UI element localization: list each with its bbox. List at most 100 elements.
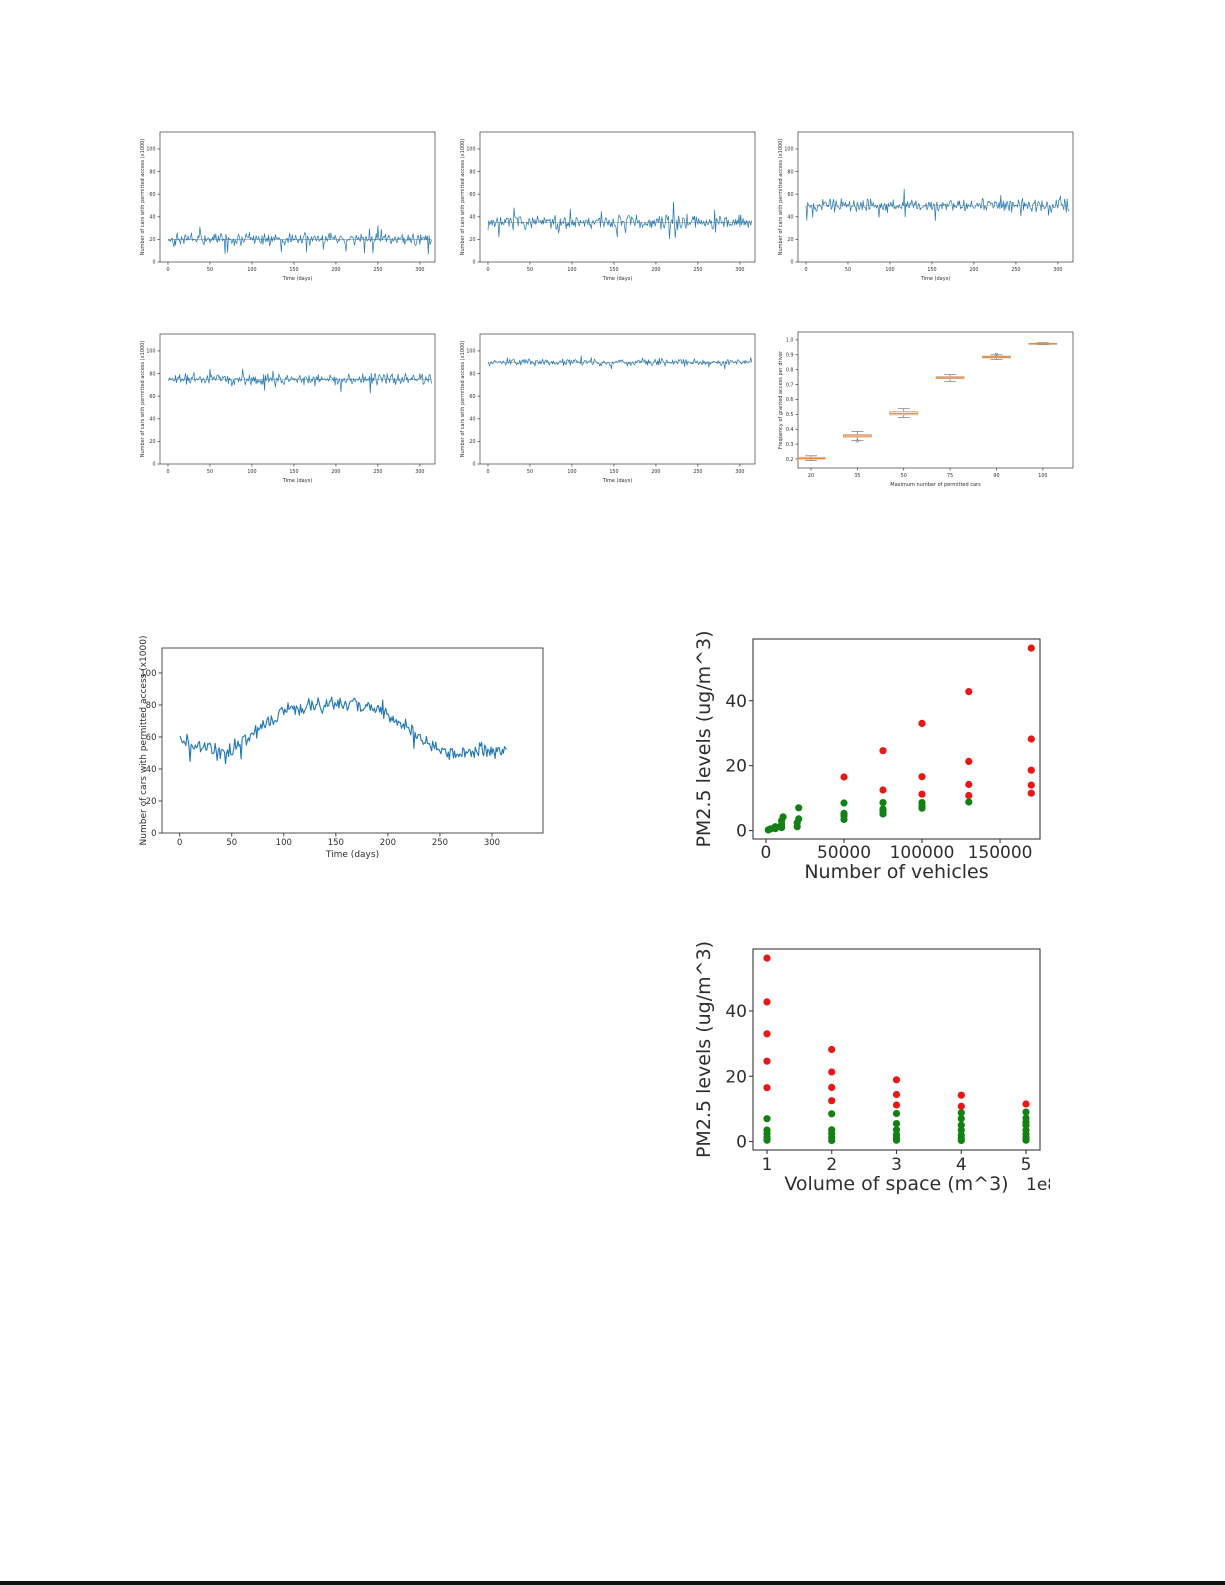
svg-text:50: 50: [226, 838, 237, 848]
svg-text:100: 100: [567, 267, 576, 273]
chart-permitted-access-mean-75k: 0 50 100 150 200 250 300 0 20 40 60 80 100 Time (days…: [136, 310, 446, 490]
svg-text:150000: 150000: [968, 843, 1033, 863]
svg-text:50: 50: [207, 267, 213, 273]
svg-text:Maximum number of permitted ca: Maximum number of permitted cars: [890, 482, 981, 488]
svg-text:200: 200: [651, 469, 660, 475]
svg-text:150: 150: [609, 267, 618, 273]
svg-text:60: 60: [787, 192, 793, 198]
svg-text:40: 40: [787, 215, 793, 221]
svg-text:75: 75: [947, 473, 953, 479]
svg-text:80: 80: [469, 169, 475, 175]
svg-text:0.7: 0.7: [786, 382, 794, 388]
svg-text:0: 0: [486, 469, 489, 475]
svg-text:250: 250: [373, 267, 382, 273]
svg-text:50: 50: [207, 469, 213, 475]
svg-text:300: 300: [735, 469, 744, 475]
svg-text:0: 0: [804, 267, 807, 273]
svg-text:1.0: 1.0: [786, 338, 794, 344]
svg-text:50: 50: [901, 473, 907, 479]
svg-text:150: 150: [328, 838, 344, 848]
chart-permitted-access-mean-90k: 0 50 100 150 200 250 300 0 20 40 60 80 100 Time (days…: [456, 310, 766, 490]
svg-text:3: 3: [891, 1155, 902, 1175]
svg-text:80: 80: [469, 371, 475, 377]
svg-text:20: 20: [146, 797, 157, 807]
svg-text:60: 60: [146, 733, 157, 743]
svg-text:0: 0: [736, 1133, 747, 1153]
svg-text:20: 20: [725, 757, 747, 777]
svg-text:60: 60: [149, 192, 155, 198]
svg-text:100: 100: [276, 838, 292, 848]
svg-text:40: 40: [725, 1002, 747, 1022]
svg-text:80: 80: [149, 371, 155, 377]
svg-text:20: 20: [725, 1067, 747, 1087]
svg-text:200: 200: [651, 267, 660, 273]
svg-text:0: 0: [151, 829, 156, 839]
svg-text:100: 100: [466, 349, 475, 355]
svg-text:100: 100: [567, 469, 576, 475]
svg-text:250: 250: [1011, 267, 1020, 273]
svg-text:40: 40: [725, 692, 747, 712]
svg-text:Number of vehicles: Number of vehicles: [804, 861, 988, 883]
svg-text:Volume of space (m^3): Volume of space (m^3): [784, 1173, 1008, 1195]
svg-text:100000: 100000: [890, 843, 955, 863]
svg-text:Number of cars with permitted: Number of cars with permitted access (x1…: [460, 341, 466, 458]
svg-text:60: 60: [149, 394, 155, 400]
svg-text:40: 40: [469, 417, 475, 423]
svg-text:100: 100: [247, 469, 256, 475]
svg-text:20: 20: [469, 237, 475, 243]
svg-text:100: 100: [146, 147, 155, 153]
svg-text:250: 250: [693, 469, 702, 475]
svg-text:200: 200: [969, 267, 978, 273]
svg-text:Number of cars with permitted: Number of cars with permitted access (x1…: [778, 139, 784, 256]
svg-text:300: 300: [1053, 267, 1062, 273]
svg-text:250: 250: [432, 838, 448, 848]
svg-text:Number of cars with permitted: Number of cars with permitted access (x1…: [460, 139, 466, 256]
svg-text:40: 40: [469, 215, 475, 221]
chart-permitted-access-mean-50k: 0 50 100 150 200 250 300 0 20 40 60 80 100 Time (days…: [774, 108, 1084, 288]
svg-text:Number of cars with permitted: Number of cars with permitted access (x1…: [139, 636, 149, 846]
svg-text:0.4: 0.4: [786, 427, 794, 433]
svg-text:Time (days): Time (days): [602, 276, 633, 282]
svg-text:100: 100: [1038, 473, 1047, 479]
svg-text:50: 50: [527, 469, 533, 475]
svg-text:90: 90: [993, 473, 999, 479]
svg-text:250: 250: [373, 469, 382, 475]
svg-text:0: 0: [472, 462, 475, 468]
svg-text:50: 50: [845, 267, 851, 273]
svg-text:50: 50: [527, 267, 533, 273]
svg-text:0.5: 0.5: [786, 412, 794, 418]
chart-permitted-access-mean-20k: 0 50 100 150 200 250 300 0 20 40 60 80 100 Time (days…: [136, 108, 446, 288]
chart-permitted-access-seasonal: 0 50 100 150 200 250 300 0 20 40 60 80 100 Time (days…: [136, 628, 556, 860]
svg-text:40: 40: [149, 417, 155, 423]
chart-granted-access-frequency-boxplot: 20 35 50 75 90 100 0.2 0.3 0.4 0.5 0.6 0.7 0.8 0.9 1.0…: [774, 310, 1084, 490]
svg-text:100: 100: [146, 349, 155, 355]
svg-text:200: 200: [380, 838, 396, 848]
svg-text:300: 300: [415, 469, 424, 475]
svg-text:40: 40: [149, 215, 155, 221]
svg-text:0: 0: [166, 267, 169, 273]
svg-text:Time (days): Time (days): [282, 478, 313, 484]
svg-text:0: 0: [486, 267, 489, 273]
svg-text:Time (days): Time (days): [920, 276, 951, 282]
svg-text:4: 4: [956, 1155, 967, 1175]
svg-text:20: 20: [808, 473, 814, 479]
svg-text:0: 0: [472, 260, 475, 266]
svg-text:0.8: 0.8: [786, 367, 794, 373]
svg-text:0.3: 0.3: [786, 442, 794, 448]
svg-text:0.6: 0.6: [786, 397, 794, 403]
svg-text:100: 100: [885, 267, 894, 273]
svg-text:0: 0: [166, 469, 169, 475]
svg-text:150: 150: [609, 469, 618, 475]
svg-text:Number of cars with permitted: Number of cars with permitted access (x1…: [140, 341, 146, 458]
svg-text:20: 20: [149, 439, 155, 445]
svg-text:Time (days): Time (days): [602, 478, 633, 484]
svg-text:100: 100: [784, 147, 793, 153]
svg-text:2: 2: [826, 1155, 837, 1175]
svg-text:20: 20: [149, 237, 155, 243]
svg-text:50000: 50000: [817, 843, 871, 863]
svg-text:Number of cars with permitted: Number of cars with permitted access (x1…: [140, 139, 146, 256]
svg-text:0.9: 0.9: [786, 353, 794, 359]
svg-text:0: 0: [152, 462, 155, 468]
chart-permitted-access-mean-35k: 0 50 100 150 200 250 300 0 20 40 60 80 100 Time (days…: [456, 108, 766, 288]
